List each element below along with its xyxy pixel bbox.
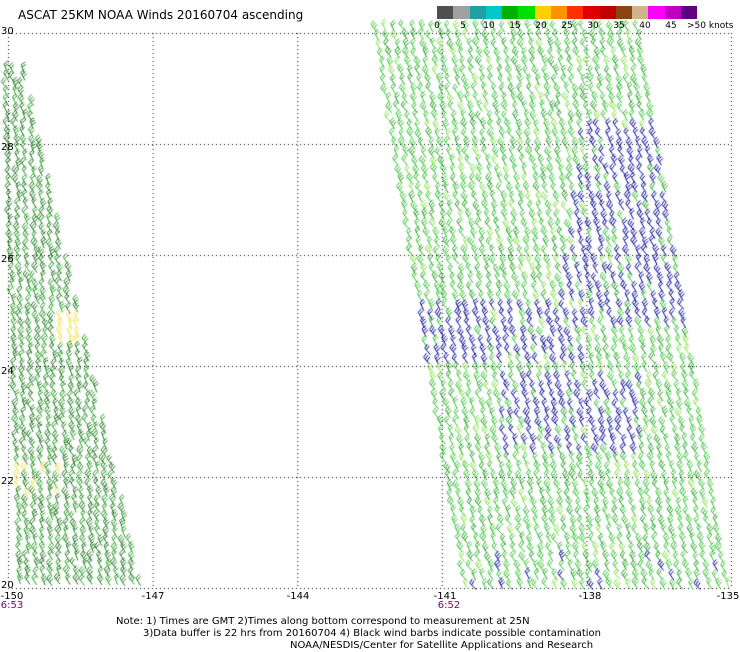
note-line-3: NOAA/NESDIS/Center for Satellite Applica… <box>290 640 594 651</box>
legend-swatch <box>485 6 502 19</box>
lon-label: -138 <box>578 591 602 602</box>
lat-label: 28 <box>1 142 14 153</box>
wind-speed-legend: 0 5 10 15 20 25 30 35 40 45 >50 knots <box>434 6 734 33</box>
legend-swatch <box>664 6 681 19</box>
note-line-2: 3)Data buffer is 22 hrs from 20160704 4)… <box>143 628 601 639</box>
pass-time-west: 6:53 <box>0 600 24 611</box>
lat-label: 22 <box>1 476 14 487</box>
legend-swatch <box>437 6 454 19</box>
legend-swatch <box>518 6 535 19</box>
legend-label: 10 <box>483 21 495 31</box>
legend-label: 0 <box>434 21 440 31</box>
lat-label: 30 <box>1 26 14 37</box>
legend-label: 40 <box>639 21 651 31</box>
legend-color-bar <box>437 6 697 19</box>
legend-swatch <box>632 6 649 19</box>
legend-label: 25 <box>561 21 573 31</box>
legend-swatch <box>502 6 519 19</box>
legend-swatch <box>648 6 665 19</box>
legend-swatch <box>680 6 697 19</box>
lon-label: -147 <box>141 591 165 602</box>
legend-labels: 0 5 10 15 20 25 30 35 40 45 >50 knots <box>434 19 733 33</box>
lon-label: -144 <box>286 591 310 602</box>
legend-swatch <box>534 6 551 19</box>
legend-label: 45 <box>665 21 677 31</box>
legend-swatch <box>583 6 600 19</box>
lat-label: 24 <box>1 366 14 377</box>
lat-label: 26 <box>1 254 14 265</box>
note-line-1: Note: 1) Times are GMT 2)Times along bot… <box>116 616 530 627</box>
legend-swatch <box>453 6 470 19</box>
legend-swatch <box>550 6 567 19</box>
footnotes: Note: 1) Times are GMT 2)Times along bot… <box>0 616 740 652</box>
legend-swatch <box>567 6 584 19</box>
legend-label: 15 <box>509 21 521 31</box>
map-title: ASCAT 25KM NOAA Winds 20160704 ascending <box>18 8 304 22</box>
legend-label: 5 <box>460 21 466 31</box>
pass-time-east: 6:52 <box>437 600 461 611</box>
legend-swatch <box>615 6 632 19</box>
lon-label: -150 <box>0 591 24 602</box>
legend-label: >50 knots <box>687 21 734 31</box>
lat-label: 20 <box>1 580 14 591</box>
legend-swatch <box>469 6 486 19</box>
legend-swatch <box>599 6 616 19</box>
legend-label: 20 <box>535 21 547 31</box>
lon-label: -141 <box>433 591 457 602</box>
legend-label: 35 <box>613 21 625 31</box>
legend-label: 30 <box>587 21 599 31</box>
lon-label: -135 <box>716 591 740 602</box>
